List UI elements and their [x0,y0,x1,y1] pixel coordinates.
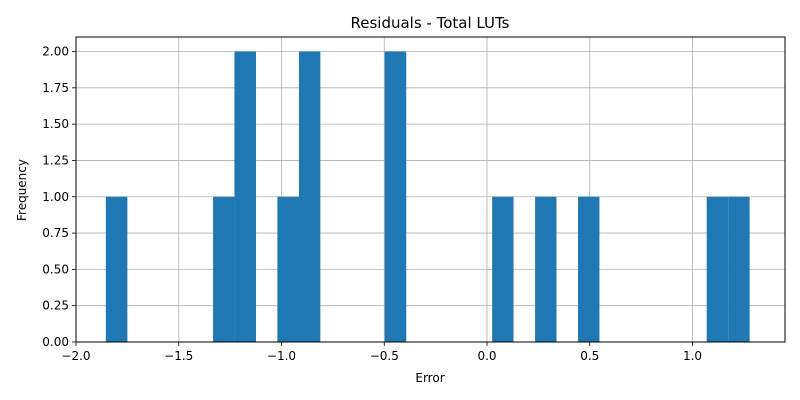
histogram-bar [234,51,257,343]
histogram-bar [105,196,128,342]
histogram-bar [535,196,557,342]
histogram-bar [706,196,729,342]
histogram-bar [384,51,407,343]
histogram-bar [728,196,750,342]
y-tick-label: 1.25 [42,153,69,167]
x-axis: −2.0 −1.5 −1.0 −0.5 0.0 0.5 1.0 [61,342,702,363]
y-axis: 0.00 0.25 0.50 0.75 1.00 1.25 1.50 1.75 2.00 [42,45,76,349]
x-tick-label: −1.0 [267,349,296,363]
y-tick-label: 2.00 [42,45,69,59]
histogram-bar [213,196,235,342]
x-tick-label: 1.0 [683,349,702,363]
plot-frame [75,36,786,343]
histogram-bar [492,196,514,342]
y-tick-label: 0.75 [42,226,69,240]
x-tick-label: 0.0 [477,349,496,363]
y-axis-label: Frequency [15,159,29,221]
histogram-bar [277,196,299,342]
x-tick-label: −1.5 [164,349,193,363]
x-tick-label: 0.5 [580,349,599,363]
x-tick-label: −0.5 [370,349,399,363]
bars [105,51,750,343]
histogram-bar [298,51,321,343]
y-tick-label: 0.50 [42,262,69,276]
grid-lines [75,37,785,343]
y-tick-label: 1.50 [42,117,69,131]
histogram-bar [578,196,600,342]
chart-title: Residuals - Total LUTs [351,14,510,32]
y-tick-label: 1.75 [42,81,69,95]
x-tick-label: −2.0 [61,349,90,363]
y-tick-label: 1.00 [42,190,69,204]
x-axis-label: Error [415,371,444,385]
y-tick-label: 0.00 [42,335,69,349]
y-tick-label: 0.25 [42,299,69,313]
